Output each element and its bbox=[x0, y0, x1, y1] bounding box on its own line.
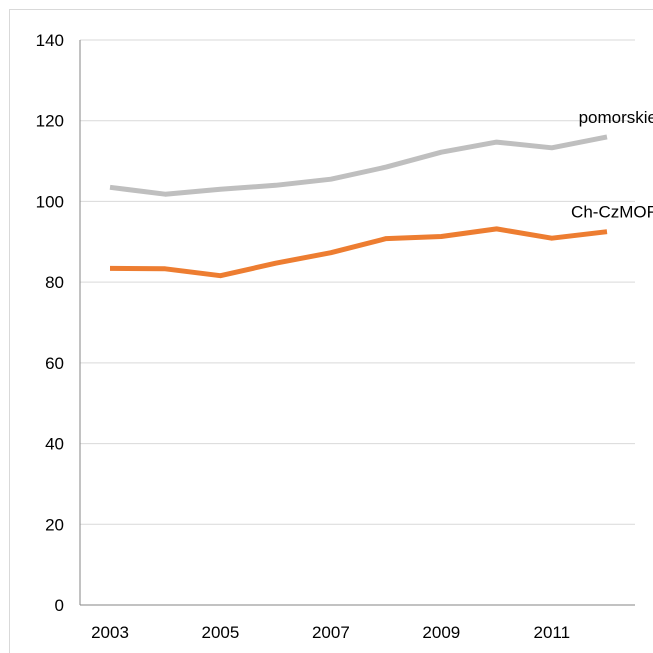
series-labels: pomorskie Ch-CzMOF bbox=[571, 108, 653, 222]
y-tick-label-80: 80 bbox=[45, 273, 64, 292]
y-tick-label-20: 20 bbox=[45, 515, 64, 534]
gridlines bbox=[80, 39, 635, 525]
series-line-ch-czmof bbox=[109, 226, 608, 279]
y-tick-labels: 0 20 40 60 80 100 120 140 bbox=[36, 31, 64, 615]
chart-frame bbox=[9, 9, 653, 653]
x-tick-label-2007: 2007 bbox=[312, 623, 350, 642]
x-tick-label-2005: 2005 bbox=[202, 623, 240, 642]
series-label-ch-czmof: Ch-CzMOF bbox=[571, 203, 653, 222]
x-tick-label-2003: 2003 bbox=[91, 623, 129, 642]
x-tick-labels: 2003 2005 2007 2009 2011 bbox=[91, 623, 570, 642]
y-tick-label-0: 0 bbox=[55, 596, 64, 615]
x-tick-label-2009: 2009 bbox=[422, 623, 460, 642]
y-tick-label-140: 140 bbox=[36, 31, 64, 50]
y-tick-label-100: 100 bbox=[36, 192, 64, 211]
series-line-pomorskie bbox=[109, 134, 608, 197]
series-label-pomorskie: pomorskie bbox=[579, 108, 653, 127]
y-tick-label-40: 40 bbox=[45, 435, 64, 454]
y-tick-label-60: 60 bbox=[45, 354, 64, 373]
axes bbox=[79, 40, 635, 606]
series-lines bbox=[109, 134, 608, 279]
y-tick-label-120: 120 bbox=[36, 112, 64, 131]
x-tick-label-2011: 2011 bbox=[533, 623, 570, 642]
